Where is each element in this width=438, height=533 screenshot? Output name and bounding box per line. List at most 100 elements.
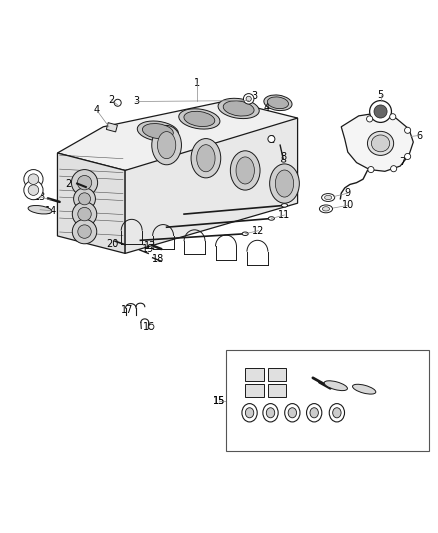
Bar [268,384,286,398]
Ellipse shape [285,403,300,422]
Ellipse shape [268,217,275,220]
Circle shape [246,96,251,101]
Circle shape [368,166,374,173]
Text: 20: 20 [106,239,118,249]
Ellipse shape [329,403,345,422]
Ellipse shape [157,132,176,159]
Circle shape [374,105,387,118]
Circle shape [268,135,275,142]
Circle shape [114,99,121,106]
Ellipse shape [270,164,299,203]
Ellipse shape [288,408,297,418]
Ellipse shape [266,408,275,418]
Circle shape [367,116,373,122]
Circle shape [149,324,154,329]
Ellipse shape [276,170,293,197]
Bar [245,384,264,398]
Polygon shape [57,153,125,253]
Text: 13: 13 [144,240,156,251]
Bar [226,350,428,451]
Text: 4: 4 [94,105,100,115]
Circle shape [391,166,397,172]
Ellipse shape [282,159,286,162]
Text: 10: 10 [342,200,354,211]
Ellipse shape [191,139,221,178]
Ellipse shape [263,403,278,422]
Ellipse shape [152,125,181,165]
Circle shape [78,193,91,205]
Circle shape [28,174,39,184]
Text: 9: 9 [345,188,351,198]
Circle shape [244,94,254,104]
Text: 3: 3 [289,424,295,434]
Circle shape [370,101,392,123]
Text: 11: 11 [279,210,291,220]
Circle shape [28,185,39,196]
Circle shape [24,169,43,189]
Ellipse shape [367,131,394,156]
Ellipse shape [223,101,254,116]
Ellipse shape [242,403,257,422]
Text: 19: 19 [142,244,154,254]
Ellipse shape [325,196,332,200]
Text: 14: 14 [376,370,388,381]
Polygon shape [125,118,297,253]
Circle shape [72,220,97,244]
Ellipse shape [307,403,322,422]
Ellipse shape [179,109,220,129]
Text: 5: 5 [378,91,384,100]
Text: 17: 17 [121,305,134,315]
Polygon shape [57,101,297,171]
Ellipse shape [310,408,318,418]
Ellipse shape [245,408,254,418]
Bar [268,368,286,381]
Ellipse shape [264,95,292,110]
Text: 16: 16 [143,322,155,332]
Ellipse shape [321,193,335,201]
Bar [106,123,117,132]
Ellipse shape [322,207,329,211]
Text: 2: 2 [268,135,275,145]
Ellipse shape [333,408,341,418]
Ellipse shape [184,111,215,126]
Ellipse shape [236,157,254,184]
Ellipse shape [142,124,173,139]
Bar [245,368,264,381]
Text: 7: 7 [399,157,406,167]
Circle shape [405,154,411,159]
Ellipse shape [28,206,52,214]
Circle shape [72,202,97,227]
Text: 15: 15 [213,396,225,406]
Text: 1: 1 [194,78,200,88]
Ellipse shape [324,381,347,391]
Ellipse shape [267,97,289,109]
Ellipse shape [371,135,390,152]
Ellipse shape [319,205,332,213]
Text: 6: 6 [416,131,422,141]
Ellipse shape [137,121,178,141]
Text: 18: 18 [152,254,164,264]
Circle shape [78,207,91,221]
Text: 12: 12 [252,225,265,236]
Ellipse shape [353,384,376,394]
Text: 14: 14 [45,206,57,216]
Text: 2: 2 [108,95,114,104]
Ellipse shape [282,204,288,207]
Text: 15: 15 [213,396,225,406]
Ellipse shape [197,144,215,172]
Circle shape [78,175,92,190]
Ellipse shape [218,98,259,119]
Circle shape [71,169,98,196]
Circle shape [405,127,411,133]
Text: 13: 13 [34,192,46,201]
Text: 4: 4 [231,385,237,394]
Polygon shape [341,113,413,171]
Text: 21: 21 [65,180,78,189]
Text: 4: 4 [264,102,270,112]
Ellipse shape [242,232,248,236]
Circle shape [24,181,43,200]
Text: 3: 3 [251,91,257,101]
Text: 8: 8 [281,152,287,163]
Text: 3: 3 [133,96,139,107]
Circle shape [390,114,396,120]
